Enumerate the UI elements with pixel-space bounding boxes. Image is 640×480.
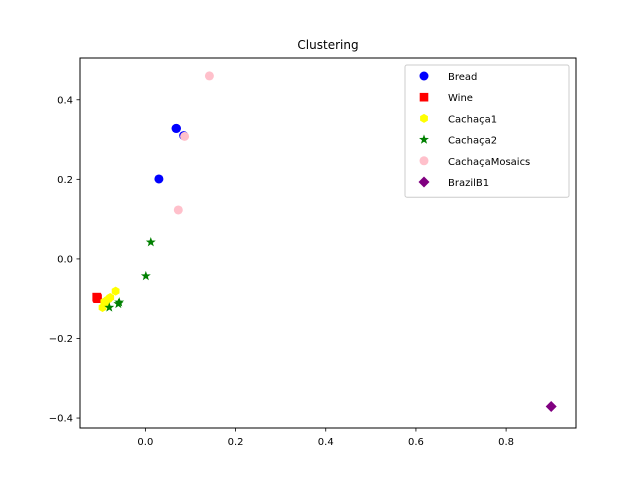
point-2-5 <box>100 297 109 307</box>
point-4-2 <box>173 205 183 215</box>
legend-marker-3 <box>419 134 429 144</box>
point-5-0 <box>545 401 557 413</box>
legend-marker-4 <box>419 156 429 166</box>
y-tick-label: 0.2 <box>57 175 73 186</box>
legend-label-0: Bread <box>448 72 477 83</box>
x-tick-label: 0.6 <box>408 437 424 448</box>
legend-marker-1 <box>419 92 429 102</box>
x-axis: 0.0 0.2 0.4 0.6 0.8 <box>137 428 514 448</box>
y-tick-label: 0.0 <box>57 254 73 265</box>
legend-marker-5 <box>418 176 430 188</box>
point-0-2 <box>154 174 164 184</box>
legend-label-2: Cachaça1 <box>448 114 497 125</box>
legend-box <box>404 64 570 198</box>
y-axis: −0.4 −0.2 0.0 0.2 0.4 <box>49 95 80 425</box>
x-tick-label: 0.2 <box>228 437 244 448</box>
legend-label-1: Wine <box>448 93 473 104</box>
point-4-1 <box>180 131 190 141</box>
point-3-3 <box>113 298 124 309</box>
legend-label-4: CachaçaMosaics <box>448 157 530 168</box>
point-2-0 <box>111 286 120 296</box>
legend-marker-2 <box>420 113 428 123</box>
legend: Bread Wine Cachaça1 Cachaça2 CachaçaMosaics B… <box>404 64 570 198</box>
chart-title: Clustering <box>297 38 358 52</box>
point-3-1 <box>140 270 151 281</box>
point-1-2 <box>92 293 102 303</box>
points-layer <box>92 71 557 413</box>
point-3-4 <box>104 302 115 312</box>
point-4-0 <box>204 71 214 81</box>
point-3-0 <box>145 237 156 247</box>
x-tick-label: 0.0 <box>137 437 153 448</box>
legend-label-5: BrazilB1 <box>448 178 489 189</box>
point-2-4 <box>106 293 115 303</box>
x-tick-label: 0.4 <box>318 437 334 448</box>
plot-area-frame <box>79 57 577 429</box>
y-tick-label: −0.2 <box>49 334 73 345</box>
point-0-1 <box>171 123 181 133</box>
legend-label-3: Cachaça2 <box>448 136 497 147</box>
legend-marker-0 <box>419 71 429 81</box>
y-tick-label: −0.4 <box>49 414 73 425</box>
y-tick-label: 0.4 <box>57 95 73 106</box>
x-tick-label: 0.8 <box>498 437 514 448</box>
